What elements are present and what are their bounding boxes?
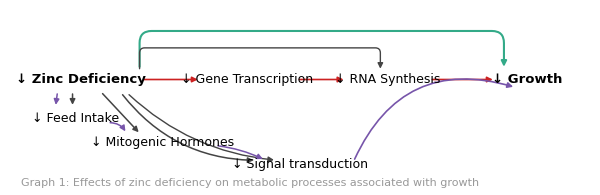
Text: ↓ Gene Transcription: ↓ Gene Transcription — [181, 73, 313, 86]
Text: ↓ Signal transduction: ↓ Signal transduction — [232, 158, 368, 171]
Text: ↓ Mitogenic Hormones: ↓ Mitogenic Hormones — [91, 136, 235, 149]
Text: ↓ Growth: ↓ Growth — [492, 73, 562, 86]
Text: ↓ Feed Intake: ↓ Feed Intake — [32, 112, 119, 125]
Text: Graph 1: Effects of zinc deficiency on metabolic processes associated with growt: Graph 1: Effects of zinc deficiency on m… — [21, 178, 479, 188]
Text: ↓ Zinc Deficiency: ↓ Zinc Deficiency — [16, 73, 146, 86]
Text: ↓ RNA Synthesis: ↓ RNA Synthesis — [335, 73, 440, 86]
